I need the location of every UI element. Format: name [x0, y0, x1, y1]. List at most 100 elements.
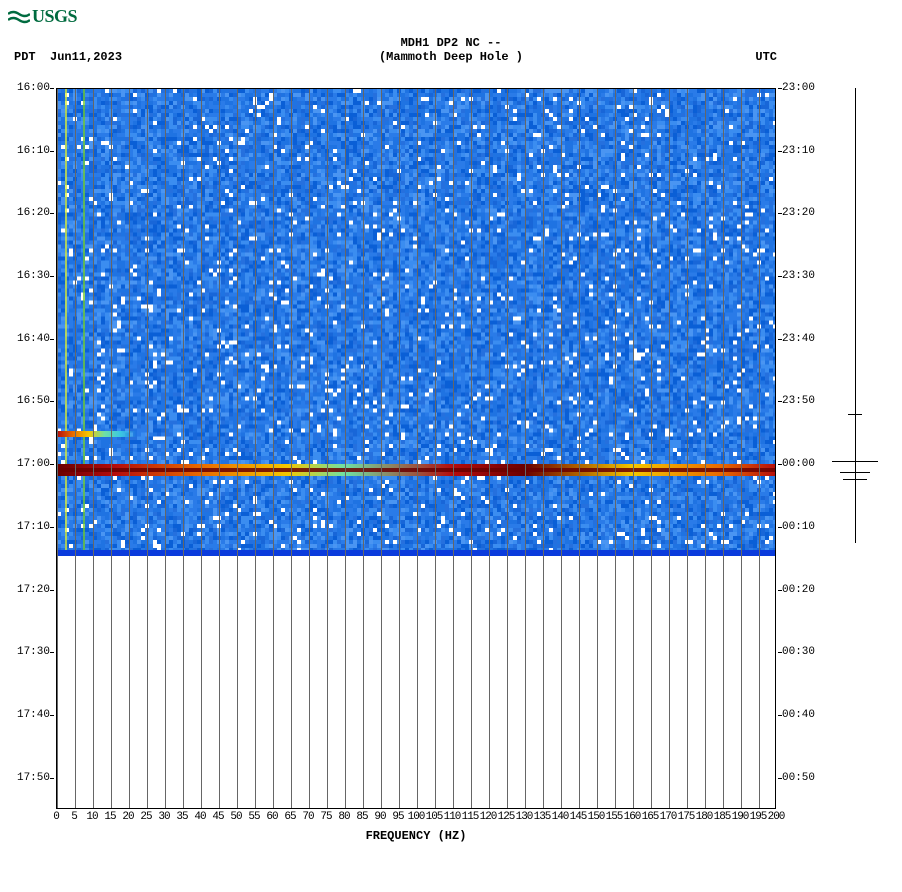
- x-axis-label: FREQUENCY (HZ): [56, 829, 776, 843]
- spectrogram-plot: [56, 88, 776, 809]
- gridline-vertical: [687, 89, 688, 808]
- ytick-right: 23:00: [782, 82, 815, 94]
- gridline-vertical: [165, 89, 166, 808]
- ytick-mark: [50, 276, 54, 277]
- ytick-right: 23:10: [782, 145, 815, 157]
- ytick-right: 00:20: [782, 584, 815, 596]
- gridline-vertical: [345, 89, 346, 808]
- ytick-left: 16:20: [17, 207, 50, 219]
- ytick-mark: [50, 213, 54, 214]
- gridline-vertical: [669, 89, 670, 808]
- ytick-mark: [778, 401, 782, 402]
- scale-mark: [848, 414, 862, 415]
- xtick-label: 30: [158, 811, 169, 823]
- xtick-label: 60: [266, 811, 277, 823]
- scale-mark: [843, 479, 867, 480]
- ytick-left: 17:50: [17, 772, 50, 784]
- xtick-label: 185: [714, 811, 731, 823]
- gridline-vertical: [525, 89, 526, 808]
- xtick-label: 170: [660, 811, 677, 823]
- gridline-vertical: [399, 89, 400, 808]
- gridline-vertical: [111, 89, 112, 808]
- ytick-right: 23:40: [782, 333, 815, 345]
- gridline-vertical: [597, 89, 598, 808]
- xtick-label: 180: [696, 811, 713, 823]
- tz-left-label: PDT: [14, 50, 36, 64]
- gridline-vertical: [579, 89, 580, 808]
- ytick-left: 16:10: [17, 145, 50, 157]
- gridline-vertical: [129, 89, 130, 808]
- xtick-label: 80: [338, 811, 349, 823]
- ytick-right: 00:10: [782, 521, 815, 533]
- gridline-vertical: [453, 89, 454, 808]
- ytick-left: 17:40: [17, 709, 50, 721]
- ytick-mark: [50, 778, 54, 779]
- xtick-label: 25: [140, 811, 151, 823]
- gridline-vertical: [327, 89, 328, 808]
- ytick-mark: [50, 590, 54, 591]
- ytick-left: 17:00: [17, 458, 50, 470]
- xtick-label: 70: [302, 811, 313, 823]
- ytick-mark: [778, 715, 782, 716]
- date-label: Jun11,2023: [50, 50, 122, 64]
- ytick-left: 17:20: [17, 584, 50, 596]
- xtick-label: 195: [750, 811, 767, 823]
- gridline-vertical: [633, 89, 634, 808]
- ytick-mark: [50, 527, 54, 528]
- ytick-right: 23:50: [782, 395, 815, 407]
- title-line-1: MDH1 DP2 NC --: [0, 36, 902, 50]
- usgs-logo-text: USGS: [32, 6, 77, 27]
- gridline-vertical: [291, 89, 292, 808]
- gridline-vertical: [705, 89, 706, 808]
- xtick-label: 100: [408, 811, 425, 823]
- gridline-vertical: [75, 89, 76, 808]
- scale-mark: [840, 472, 870, 473]
- gridline-vertical: [651, 89, 652, 808]
- xtick-label: 55: [248, 811, 259, 823]
- low-freq-stripe: [65, 89, 67, 556]
- xtick-label: 10: [86, 811, 97, 823]
- gridline-vertical: [255, 89, 256, 808]
- usgs-logo: USGS: [8, 6, 77, 27]
- scale-vertical-line: [855, 88, 856, 543]
- gridline-vertical: [273, 89, 274, 808]
- ytick-mark: [778, 527, 782, 528]
- seismic-event-1: [57, 431, 136, 437]
- gridline-vertical: [759, 89, 760, 808]
- gridline-vertical: [435, 89, 436, 808]
- gridline-vertical: [309, 89, 310, 808]
- xtick-label: 110: [444, 811, 461, 823]
- xtick-label: 145: [570, 811, 587, 823]
- gridline-vertical: [201, 89, 202, 808]
- xtick-label: 75: [320, 811, 331, 823]
- xtick-label: 200: [768, 811, 785, 823]
- timezone-left: PDT Jun11,2023: [14, 50, 122, 64]
- xtick-label: 175: [678, 811, 695, 823]
- y-axis-left: 16:0016:1016:2016:3016:4016:5017:0017:10…: [0, 88, 54, 809]
- xtick-label: 95: [392, 811, 403, 823]
- ytick-left: 16:40: [17, 333, 50, 345]
- gridline-vertical: [615, 89, 616, 808]
- gridline-vertical: [237, 89, 238, 808]
- gridline-vertical: [723, 89, 724, 808]
- xtick-label: 125: [498, 811, 515, 823]
- gridline-vertical: [543, 89, 544, 808]
- ytick-mark: [778, 151, 782, 152]
- ytick-mark: [50, 464, 54, 465]
- y-axis-right: 23:0023:1023:2023:3023:4023:5000:0000:10…: [778, 88, 838, 809]
- gridline-vertical: [507, 89, 508, 808]
- gridline-vertical: [93, 89, 94, 808]
- xtick-label: 15: [104, 811, 115, 823]
- gridline-vertical: [471, 89, 472, 808]
- xtick-label: 155: [606, 811, 623, 823]
- xtick-label: 130: [516, 811, 533, 823]
- xtick-label: 105: [426, 811, 443, 823]
- xtick-label: 85: [356, 811, 367, 823]
- gridline-vertical: [147, 89, 148, 808]
- gridline-vertical: [363, 89, 364, 808]
- ytick-mark: [778, 88, 782, 89]
- gridline-vertical: [57, 89, 58, 808]
- low-freq-stripe: [83, 89, 85, 556]
- ytick-mark: [50, 652, 54, 653]
- ytick-right: 00:40: [782, 709, 815, 721]
